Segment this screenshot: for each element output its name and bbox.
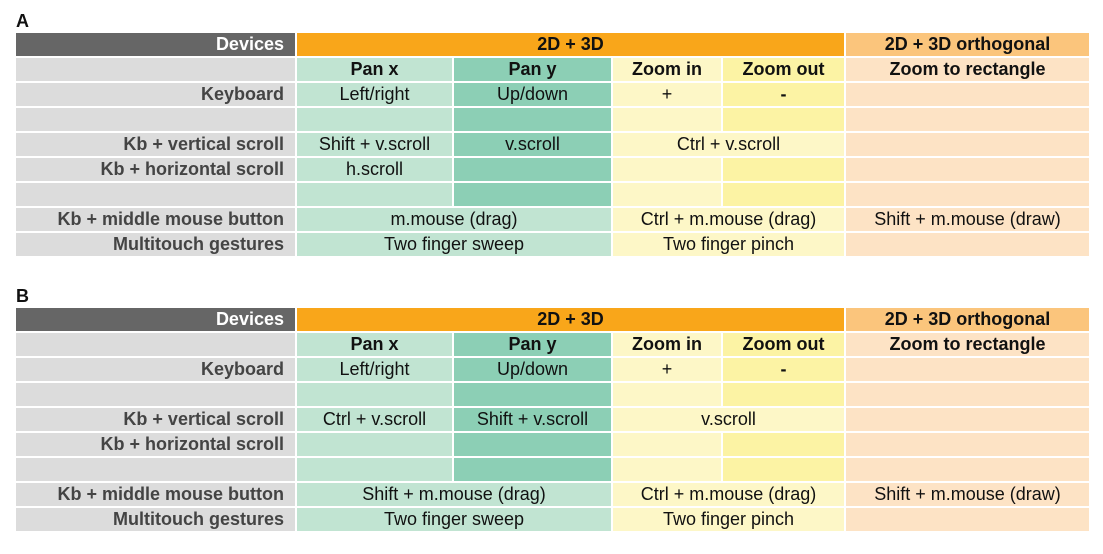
col-header-zoom-in: Zoom in — [613, 333, 721, 358]
cell-vscroll-pan-x: Ctrl + v.scroll — [297, 408, 452, 433]
cell-touch-zoom-rect — [846, 508, 1089, 533]
cell-empty — [297, 108, 452, 133]
device-cell-empty — [16, 333, 295, 358]
device-cell-empty — [16, 108, 295, 133]
device-multitouch: Multitouch gestures — [16, 233, 295, 258]
cell-touch-pan: Two finger sweep — [297, 233, 611, 258]
cell-hscroll-pan-x — [297, 433, 452, 458]
cell-hscroll-pan-y — [454, 158, 611, 183]
device-cell-empty — [16, 458, 295, 483]
cell-keyboard-pan-x: Left/right — [297, 83, 452, 108]
cell-hscroll-zoom-rect — [846, 158, 1089, 183]
cell-empty — [297, 458, 452, 483]
device-horizontal-scroll: Kb + horizontal scroll — [16, 433, 295, 458]
cell-empty — [613, 108, 721, 133]
cell-empty — [723, 383, 844, 408]
cell-keyboard-zoom-in: + — [613, 358, 721, 383]
cell-mmb-zoom-rect: Shift + m.mouse (draw) — [846, 208, 1089, 233]
col-header-zoom-rect: Zoom to rectangle — [846, 333, 1089, 358]
cell-hscroll-zoom-out — [723, 433, 844, 458]
cell-empty — [723, 108, 844, 133]
cell-vscroll-pan-x: Shift + v.scroll — [297, 133, 452, 158]
cell-empty — [613, 383, 721, 408]
group-header-2d3d: 2D + 3D — [297, 33, 844, 58]
cell-mmb-zoom: Ctrl + m.mouse (drag) — [613, 483, 844, 508]
device-cell-empty — [16, 183, 295, 208]
cell-keyboard-zoom-rect — [846, 358, 1089, 383]
device-cell-empty — [16, 58, 295, 83]
cell-empty — [723, 183, 844, 208]
panel-label-b: B — [16, 286, 29, 306]
col-header-zoom-out: Zoom out — [723, 333, 844, 358]
cell-empty — [297, 383, 452, 408]
col-header-zoom-rect: Zoom to rectangle — [846, 58, 1089, 83]
devices-header: Devices — [16, 308, 295, 333]
cell-touch-zoom: Two finger pinch — [613, 508, 844, 533]
cell-touch-zoom-rect — [846, 233, 1089, 258]
cell-mmb-pan: m.mouse (drag) — [297, 208, 611, 233]
cell-empty — [846, 183, 1089, 208]
controls-table-b: Devices 2D + 3D 2D + 3D orthogonal Pan x… — [16, 308, 1089, 533]
cell-keyboard-zoom-rect — [846, 83, 1089, 108]
cell-hscroll-zoom-out — [723, 158, 844, 183]
col-header-zoom-in: Zoom in — [613, 58, 721, 83]
device-middle-mouse: Kb + middle mouse button — [16, 208, 295, 233]
device-cell-empty — [16, 383, 295, 408]
group-header-orthogonal: 2D + 3D orthogonal — [846, 308, 1089, 333]
group-header-2d3d: 2D + 3D — [297, 308, 844, 333]
cell-hscroll-zoom-rect — [846, 433, 1089, 458]
cell-touch-pan: Two finger sweep — [297, 508, 611, 533]
cell-keyboard-zoom-out: - — [723, 83, 844, 108]
cell-empty — [454, 458, 611, 483]
cell-empty — [297, 183, 452, 208]
cell-vscroll-zoom: v.scroll — [613, 408, 844, 433]
cell-vscroll-zoom-rect — [846, 408, 1089, 433]
cell-empty — [454, 383, 611, 408]
cell-vscroll-pan-y: Shift + v.scroll — [454, 408, 611, 433]
cell-keyboard-pan-y: Up/down — [454, 358, 611, 383]
cell-hscroll-zoom-in — [613, 158, 721, 183]
cell-mmb-zoom-rect: Shift + m.mouse (draw) — [846, 483, 1089, 508]
cell-hscroll-pan-y — [454, 433, 611, 458]
col-header-zoom-out: Zoom out — [723, 58, 844, 83]
group-header-orthogonal: 2D + 3D orthogonal — [846, 33, 1089, 58]
cell-keyboard-pan-x: Left/right — [297, 358, 452, 383]
cell-mmb-zoom: Ctrl + m.mouse (drag) — [613, 208, 844, 233]
cell-keyboard-zoom-out: - — [723, 358, 844, 383]
controls-table-a: Devices 2D + 3D 2D + 3D orthogonal Pan x… — [16, 33, 1089, 258]
cell-empty — [454, 183, 611, 208]
cell-empty — [454, 108, 611, 133]
cell-empty — [846, 383, 1089, 408]
col-header-pan-y: Pan y — [454, 58, 611, 83]
panel-label-a: A — [16, 11, 29, 31]
cell-touch-zoom: Two finger pinch — [613, 233, 844, 258]
cell-mmb-pan: Shift + m.mouse (drag) — [297, 483, 611, 508]
cell-keyboard-zoom-in: + — [613, 83, 721, 108]
cell-hscroll-pan-x: h.scroll — [297, 158, 452, 183]
cell-empty — [846, 108, 1089, 133]
cell-hscroll-zoom-in — [613, 433, 721, 458]
device-multitouch: Multitouch gestures — [16, 508, 295, 533]
device-vertical-scroll: Kb + vertical scroll — [16, 133, 295, 158]
cell-vscroll-zoom-rect — [846, 133, 1089, 158]
col-header-pan-x: Pan x — [297, 333, 452, 358]
devices-header: Devices — [16, 33, 295, 58]
cell-vscroll-pan-y: v.scroll — [454, 133, 611, 158]
device-keyboard: Keyboard — [16, 83, 295, 108]
col-header-pan-x: Pan x — [297, 58, 452, 83]
cell-empty — [723, 458, 844, 483]
cell-empty — [846, 458, 1089, 483]
device-vertical-scroll: Kb + vertical scroll — [16, 408, 295, 433]
cell-empty — [613, 183, 721, 208]
cell-keyboard-pan-y: Up/down — [454, 83, 611, 108]
device-middle-mouse: Kb + middle mouse button — [16, 483, 295, 508]
cell-vscroll-zoom: Ctrl + v.scroll — [613, 133, 844, 158]
col-header-pan-y: Pan y — [454, 333, 611, 358]
cell-empty — [613, 458, 721, 483]
device-keyboard: Keyboard — [16, 358, 295, 383]
device-horizontal-scroll: Kb + horizontal scroll — [16, 158, 295, 183]
